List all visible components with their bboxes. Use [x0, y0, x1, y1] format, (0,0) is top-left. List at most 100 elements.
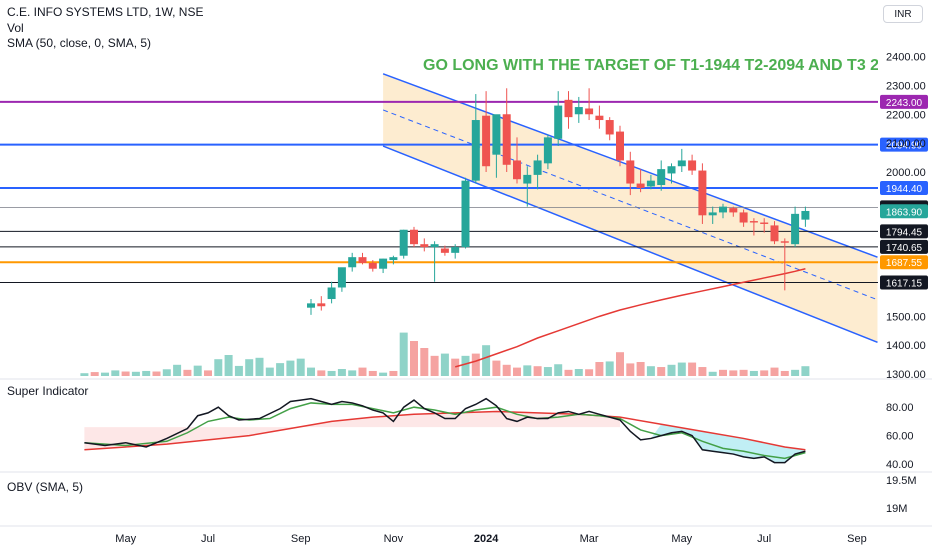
time-tick-label: 2024 [474, 533, 499, 545]
volume-bar [667, 364, 676, 376]
candle-body [482, 115, 491, 167]
volume-bar [101, 372, 109, 376]
volume-bar [677, 362, 686, 376]
price-level-tag [880, 255, 928, 270]
sma-legend: SMA (50, close, 0, SMA, 5) [7, 36, 152, 50]
channel-fill [383, 73, 878, 343]
volume-layer [80, 332, 810, 376]
indicator-oversold-fill [650, 424, 806, 463]
volume-bar [234, 365, 243, 376]
symbol-title: C.E. INFO SYSTEMS LTD, 1W, NSE [7, 5, 204, 19]
indicator-black-line [84, 397, 806, 464]
price-tick-label: 1400.00 [886, 340, 926, 352]
volume-bar [574, 369, 583, 376]
time-tick-label: Mar [580, 533, 599, 545]
volume-bar [379, 372, 388, 376]
volume-bar [554, 364, 563, 376]
volume-bar [204, 370, 212, 376]
time-tick-label: Jul [757, 533, 771, 545]
price-level-label: 2243.00 [886, 98, 923, 109]
volume-bar [358, 367, 367, 376]
price-tick-label: 2200.00 [886, 109, 926, 121]
volume-bar [564, 369, 573, 376]
volume-bar [502, 364, 511, 376]
candle-body [461, 180, 470, 248]
volume-bar [131, 371, 140, 376]
candle-body [749, 221, 758, 223]
candle-body [379, 258, 388, 269]
volume-bar [749, 370, 758, 376]
candle-body [729, 208, 738, 213]
candle-body [410, 229, 418, 245]
candle-body [440, 248, 449, 253]
candle-body [317, 303, 326, 307]
candle-body [543, 137, 552, 164]
candle-body [502, 114, 511, 165]
price-level-label: 2094.90 [886, 141, 923, 152]
volume-bar [523, 365, 532, 376]
volume-bar [492, 360, 501, 376]
volume-bar [646, 366, 655, 376]
price-level-tag [880, 224, 928, 239]
candle-body [307, 303, 315, 308]
price-tick-label: 2100.00 [886, 138, 926, 150]
volume-bar [420, 348, 429, 376]
candle-body [677, 160, 686, 167]
volume-bar [513, 367, 521, 376]
candle-body [348, 257, 357, 268]
volume-bar [317, 370, 326, 376]
price-level-label: 1863.90 [886, 207, 923, 218]
price-level-label: 1687.55 [886, 258, 923, 269]
price-level-label: 1944.40 [886, 184, 923, 195]
candle-body [554, 105, 563, 139]
volume-bar [719, 369, 727, 376]
volume-bar [286, 360, 295, 376]
currency-selector[interactable]: INR [883, 5, 923, 23]
indicator-tick-label: 40.00 [886, 459, 914, 471]
volume-bar [162, 369, 171, 376]
candle-body [791, 213, 800, 245]
candle-body [368, 262, 377, 269]
price-level-tag [880, 239, 928, 254]
candle-body [626, 160, 635, 184]
candle-body [760, 222, 769, 224]
volume-bar [543, 367, 552, 376]
volume-bar [636, 362, 645, 376]
volume-bar [440, 353, 449, 376]
price-level-tag [880, 137, 928, 152]
volume-bar [214, 359, 223, 376]
price-tick-label: 1500.00 [886, 311, 926, 323]
volume-bar [337, 369, 346, 376]
candle-body [646, 180, 655, 187]
candle-body [451, 247, 460, 253]
candle-body [523, 174, 532, 184]
channel-layer [382, 73, 878, 344]
volume-bar [760, 370, 769, 376]
price-level-tag [880, 275, 928, 290]
volume-bar [183, 369, 192, 376]
price-level-tag [880, 181, 928, 196]
sma-layer [454, 267, 806, 368]
volume-bar [296, 358, 305, 376]
candle-body [337, 267, 346, 288]
candle-body [389, 257, 398, 261]
time-tick-label: Jul [201, 533, 215, 545]
price-level-label: 1617.15 [886, 279, 923, 290]
volume-bar [595, 362, 604, 376]
candle-body [667, 166, 676, 174]
price-level-label: 1740.65 [886, 243, 923, 254]
volume-bar [276, 363, 285, 376]
volume-bar [482, 345, 491, 376]
volume-bar [430, 355, 439, 376]
indicator-red-line [84, 410, 806, 451]
candle-body [471, 120, 480, 181]
levels-layer [0, 100, 878, 284]
candle-body [780, 241, 789, 243]
candle-body [739, 212, 748, 223]
volume-bar [111, 370, 120, 376]
indicator-tick-label: 60.00 [886, 431, 914, 443]
obv-tick-label: 19M [886, 503, 907, 515]
candle-body [533, 160, 542, 175]
